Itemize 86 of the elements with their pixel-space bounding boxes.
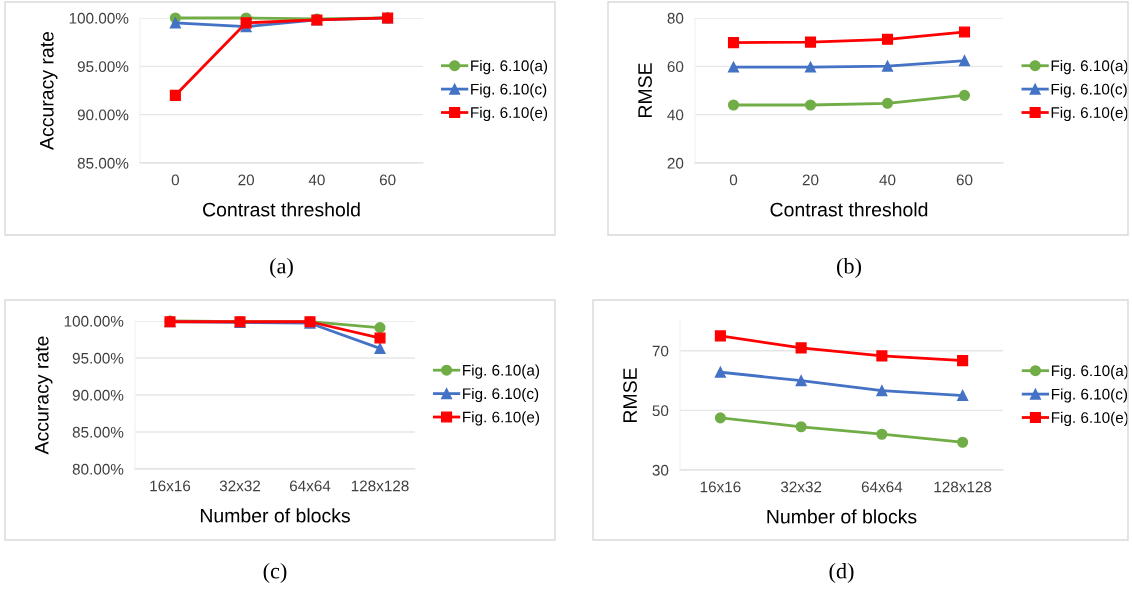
point (714, 330, 726, 342)
point (169, 89, 181, 101)
legend-label: Fig. 6.10(e) (1051, 106, 1128, 122)
legend-label: Fig. 6.10(c) (463, 387, 539, 403)
x-axis-title: Contrast threshold (203, 202, 360, 217)
text: (c) (263, 562, 287, 584)
y-tick-label: 30 (652, 464, 669, 476)
point (727, 37, 740, 49)
legend-label: Fig. 6.10(c) (471, 83, 547, 98)
y-tick-label: 80 (667, 12, 684, 24)
legend-label: Fig. 6.10(e) (1051, 411, 1128, 427)
legend-label: Fig. 6.10(a) (463, 364, 540, 379)
text: (a) (270, 257, 293, 279)
x-tick-label: 60 (379, 174, 396, 186)
point (804, 99, 817, 111)
point (374, 332, 386, 344)
x-tick-label: 32x32 (780, 481, 822, 493)
x-tick-label: 16x16 (700, 481, 741, 493)
point (958, 55, 971, 67)
y-tick-label: 20 (667, 157, 684, 169)
legend-label: Fig. 6.10(a) (1051, 59, 1128, 75)
point (795, 375, 807, 387)
x-tick-label: 20 (802, 174, 819, 186)
point (876, 385, 888, 397)
point (240, 17, 252, 29)
point (958, 89, 971, 101)
y-tick-label: 95.00% (77, 61, 129, 73)
legend-label: Fig. 6.10(e) (463, 411, 540, 426)
legend-label: Fig. 6.10(c) (1051, 83, 1127, 98)
y-tick-label: 85.00% (77, 157, 129, 169)
point (795, 421, 807, 433)
point (169, 17, 181, 29)
point (374, 322, 386, 334)
y-tick-label: 100.00% (69, 12, 129, 24)
x-tick-label: 40 (879, 174, 896, 186)
legend-label: Fig. 6.10(a) (1051, 364, 1128, 380)
y-tick-label: 50 (652, 405, 669, 417)
x-tick-label: 64x64 (861, 481, 903, 493)
y-tick-label: 95.00% (72, 352, 124, 364)
y-tick-label: 85.00% (72, 426, 124, 438)
point (727, 61, 740, 73)
point (876, 350, 888, 362)
point (881, 33, 894, 45)
text: (b) (837, 257, 861, 279)
y-tick-label: 90.00% (72, 389, 124, 401)
y-axis-title: RMSE (623, 368, 637, 422)
point (957, 355, 969, 367)
point (957, 389, 969, 402)
point (374, 342, 386, 354)
point (714, 412, 726, 424)
x-axis-title: Number of blocks (767, 509, 917, 524)
y-axis-title: RMSE (638, 63, 652, 117)
point (876, 428, 888, 440)
y-tick-label: 90.00% (77, 109, 129, 121)
x-tick-label: 0 (729, 174, 738, 186)
point (958, 26, 971, 38)
point (881, 60, 894, 72)
legend-label: Fig. 6.10(e) (471, 106, 548, 122)
y-axis-title: Accuracy rate (35, 336, 53, 455)
y-tick-label: 70 (652, 345, 669, 357)
x-tick-label: 32x32 (219, 480, 261, 492)
point (795, 342, 807, 354)
point (804, 61, 817, 73)
y-tick-label: 80.00% (72, 463, 124, 475)
x-tick-label: 16x16 (150, 480, 191, 492)
legend-label: Fig. 6.10(c) (1051, 388, 1128, 403)
x-tick-label: 40 (308, 174, 325, 186)
text: (d) (829, 562, 854, 584)
x-tick-label: 64x64 (289, 480, 331, 492)
point (804, 36, 817, 48)
y-tick-label: 60 (667, 61, 684, 73)
x-axis-title: Contrast threshold (770, 202, 928, 217)
y-axis-title: Accuracy rate (40, 31, 58, 150)
x-axis-title: Number of blocks (200, 508, 350, 523)
x-tick-label: 20 (238, 174, 255, 186)
x-tick-label: 128x128 (351, 480, 409, 492)
point (727, 99, 740, 111)
point (881, 97, 894, 109)
x-tick-label: 60 (956, 174, 973, 186)
y-tick-label: 40 (667, 109, 684, 121)
point (714, 366, 726, 378)
x-tick-label: 128x128 (934, 481, 992, 493)
x-tick-label: 0 (171, 174, 180, 186)
point (957, 436, 969, 448)
y-tick-label: 100.00% (64, 315, 124, 327)
legend-label: Fig. 6.10(a) (471, 59, 548, 75)
